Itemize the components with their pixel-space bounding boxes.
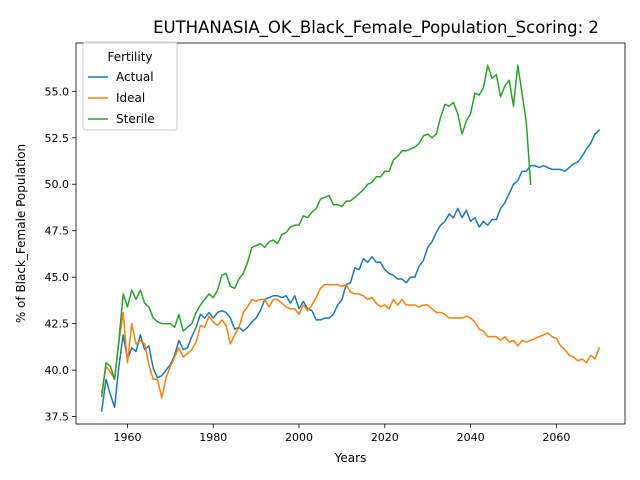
x-axis: 1960 1980 2000 2020 2040 2060 xyxy=(113,424,570,444)
plot-border xyxy=(75,42,626,425)
x-tick-label: 1980 xyxy=(199,431,227,444)
y-tick-label: 52.5 xyxy=(45,132,70,145)
x-tick-label: 2040 xyxy=(457,431,485,444)
y-tick-label: 50.0 xyxy=(45,178,70,191)
x-tick-label: 2020 xyxy=(371,431,399,444)
x-tick-label: 2060 xyxy=(542,431,570,444)
chart-title: EUTHANASIA_OK_Black_Female_Population_Sc… xyxy=(153,18,599,38)
y-tick-label: 37.5 xyxy=(45,411,70,424)
x-tick-label: 1960 xyxy=(113,431,141,444)
y-tick-label: 47.5 xyxy=(45,225,70,238)
series-layer xyxy=(100,64,601,412)
series-line-ideal xyxy=(100,283,601,399)
legend-label-ideal: Ideal xyxy=(116,91,145,105)
x-axis-label: Years xyxy=(334,451,367,465)
legend-items: Actual Ideal Sterile xyxy=(88,70,155,126)
legend-label-sterile: Sterile xyxy=(116,112,155,126)
legend-title: Fertility xyxy=(107,50,152,64)
x-tick-label: 2000 xyxy=(285,431,313,444)
y-tick-label: 40.0 xyxy=(45,364,70,377)
legend-label-actual: Actual xyxy=(116,70,154,84)
y-tick-label: 45.0 xyxy=(45,271,70,284)
y-axis: 37.5 40.0 42.5 45.0 47.5 50.0 52.5 55.0 xyxy=(45,85,76,424)
series-line-sterile xyxy=(100,64,532,397)
series-line-actual xyxy=(100,129,601,412)
legend: Fertility Actual Ideal Sterile xyxy=(82,41,178,131)
y-tick-label: 42.5 xyxy=(45,318,70,331)
legend-box xyxy=(82,41,178,131)
y-tick-label: 55.0 xyxy=(45,85,70,98)
y-axis-label: % of Black_Female Population xyxy=(14,144,28,323)
